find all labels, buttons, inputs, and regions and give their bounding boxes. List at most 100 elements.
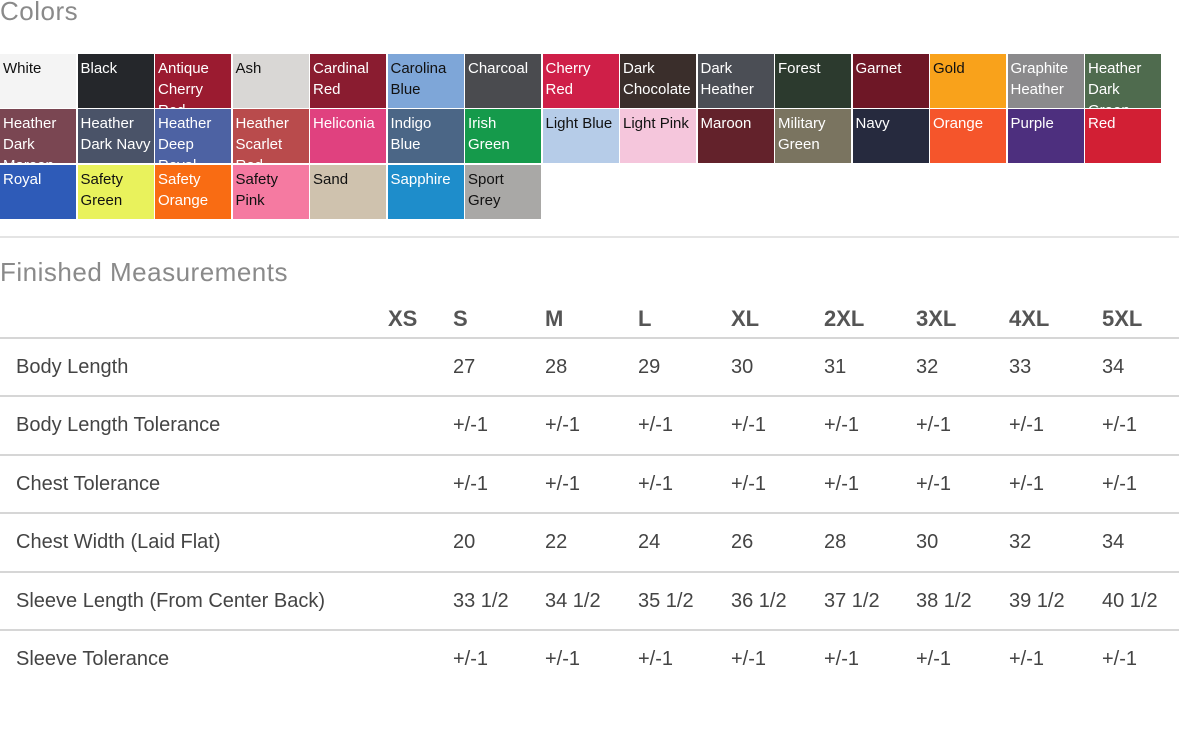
section-title: Finished Measurements bbox=[0, 257, 288, 287]
measurement-value: +/-1 bbox=[824, 473, 860, 495]
measurement-value: +/-1 bbox=[1102, 414, 1138, 436]
measurement-value: +/-1 bbox=[1009, 473, 1045, 495]
measurement-value: +/-1 bbox=[1102, 473, 1138, 495]
row-rule bbox=[0, 512, 1179, 514]
color-swatch: Sapphire bbox=[387, 165, 464, 219]
section-title: Colors bbox=[0, 0, 79, 26]
measurement-value: +/-1 bbox=[824, 414, 860, 436]
row-label: Sleeve Length (From Center Back) bbox=[16, 590, 326, 612]
color-swatch: White bbox=[0, 54, 76, 108]
divider bbox=[0, 236, 1179, 238]
color-swatch: Purple bbox=[1007, 109, 1084, 163]
color-swatch: Light Blue bbox=[542, 109, 619, 163]
measurement-value: +/-1 bbox=[453, 414, 489, 436]
measurement-value: 29 bbox=[638, 356, 661, 378]
measurement-value: 22 bbox=[545, 531, 568, 553]
size-header: 2XL bbox=[824, 306, 865, 331]
color-swatch: Navy bbox=[852, 109, 929, 163]
measurement-value: 34 bbox=[1102, 531, 1125, 553]
measurement-value: +/-1 bbox=[824, 648, 860, 670]
measurement-value: 36 1/2 bbox=[731, 590, 787, 612]
color-swatch: Indigo Blue bbox=[387, 109, 464, 163]
measurement-value: 34 1/2 bbox=[545, 590, 601, 612]
measurement-value: 33 1/2 bbox=[453, 590, 509, 612]
measurement-value: 30 bbox=[731, 356, 754, 378]
row-rule bbox=[0, 395, 1179, 397]
measurement-value: +/-1 bbox=[638, 473, 674, 495]
size-header: XL bbox=[731, 306, 760, 331]
measurement-value: +/-1 bbox=[916, 473, 952, 495]
size-header: 5XL bbox=[1102, 306, 1143, 331]
measurement-value: 30 bbox=[916, 531, 939, 553]
row-rule bbox=[0, 571, 1179, 573]
measurement-value: +/-1 bbox=[1009, 414, 1045, 436]
measurement-value: 32 bbox=[1009, 531, 1032, 553]
color-swatch: Ash bbox=[232, 54, 309, 108]
measurement-value: 26 bbox=[731, 531, 754, 553]
row-label: Chest Tolerance bbox=[16, 473, 161, 495]
color-swatch: Cherry Red bbox=[542, 54, 619, 108]
measurement-value: 28 bbox=[824, 531, 847, 553]
color-swatch: Heather Dark Maroon bbox=[0, 109, 76, 163]
measurement-value: 38 1/2 bbox=[916, 590, 972, 612]
measurement-value: 28 bbox=[545, 356, 568, 378]
color-swatch: Light Pink bbox=[620, 109, 696, 163]
color-swatch: Garnet bbox=[852, 54, 929, 108]
color-swatch: Heather Deep Royal bbox=[155, 109, 231, 163]
size-header: M bbox=[545, 306, 564, 331]
color-swatch: Maroon bbox=[697, 109, 774, 163]
row-label: Chest Width (Laid Flat) bbox=[16, 531, 221, 553]
measurement-value: +/-1 bbox=[916, 648, 952, 670]
measurement-value: +/-1 bbox=[638, 648, 674, 670]
color-swatch: Safety Green bbox=[77, 165, 154, 219]
color-swatch: Irish Green bbox=[465, 109, 541, 163]
measurement-value: +/-1 bbox=[453, 648, 489, 670]
measurement-value: 40 1/2 bbox=[1102, 590, 1158, 612]
measurement-value: 32 bbox=[916, 356, 939, 378]
color-swatch: Carolina Blue bbox=[387, 54, 464, 108]
size-header: 4XL bbox=[1009, 306, 1050, 331]
row-label: Body Length Tolerance bbox=[16, 414, 221, 436]
color-swatch: Heather Dark Navy bbox=[77, 109, 154, 163]
color-swatch: Dark Heather bbox=[697, 54, 774, 108]
color-swatch: Safety Pink bbox=[232, 165, 309, 219]
color-swatch: Safety Orange bbox=[155, 165, 231, 219]
measurement-value: 34 bbox=[1102, 356, 1125, 378]
row-label: Body Length bbox=[16, 356, 129, 378]
row-rule bbox=[0, 629, 1179, 631]
color-swatch: Graphite Heather bbox=[1007, 54, 1084, 108]
measurement-value: +/-1 bbox=[545, 473, 581, 495]
color-swatch: Dark Chocolate bbox=[620, 54, 696, 108]
measurement-value: +/-1 bbox=[545, 648, 581, 670]
measurement-value: 39 1/2 bbox=[1009, 590, 1065, 612]
color-swatch: Black bbox=[77, 54, 154, 108]
measurement-value: 27 bbox=[453, 356, 476, 378]
color-swatch: Sport Grey bbox=[465, 165, 541, 219]
color-swatch: Red bbox=[1085, 109, 1161, 163]
measurement-value: 33 bbox=[1009, 356, 1032, 378]
measurement-value: +/-1 bbox=[731, 648, 767, 670]
measurement-value: +/-1 bbox=[916, 414, 952, 436]
color-swatch: Gold bbox=[930, 54, 1006, 108]
row-rule bbox=[0, 337, 1179, 339]
measurement-value: +/-1 bbox=[545, 414, 581, 436]
measurement-value: 37 1/2 bbox=[824, 590, 880, 612]
color-swatch: Sand bbox=[310, 165, 386, 219]
measurement-value: 31 bbox=[824, 356, 847, 378]
color-swatch: Charcoal bbox=[465, 54, 541, 108]
color-swatch: Heather Scarlet Red bbox=[232, 109, 309, 163]
size-header: 3XL bbox=[916, 306, 957, 331]
row-rule bbox=[0, 454, 1179, 456]
color-swatch: Antique Cherry Red bbox=[155, 54, 231, 108]
size-header: S bbox=[453, 306, 468, 331]
color-swatch: Royal bbox=[0, 165, 76, 219]
size-header: XS bbox=[388, 306, 418, 331]
color-swatch: Cardinal Red bbox=[310, 54, 386, 108]
measurement-value: +/-1 bbox=[1009, 648, 1045, 670]
measurement-value: +/-1 bbox=[731, 414, 767, 436]
measurement-value: 35 1/2 bbox=[638, 590, 694, 612]
size-header: L bbox=[638, 306, 652, 331]
measurement-value: +/-1 bbox=[453, 473, 489, 495]
measurement-value: +/-1 bbox=[638, 414, 674, 436]
